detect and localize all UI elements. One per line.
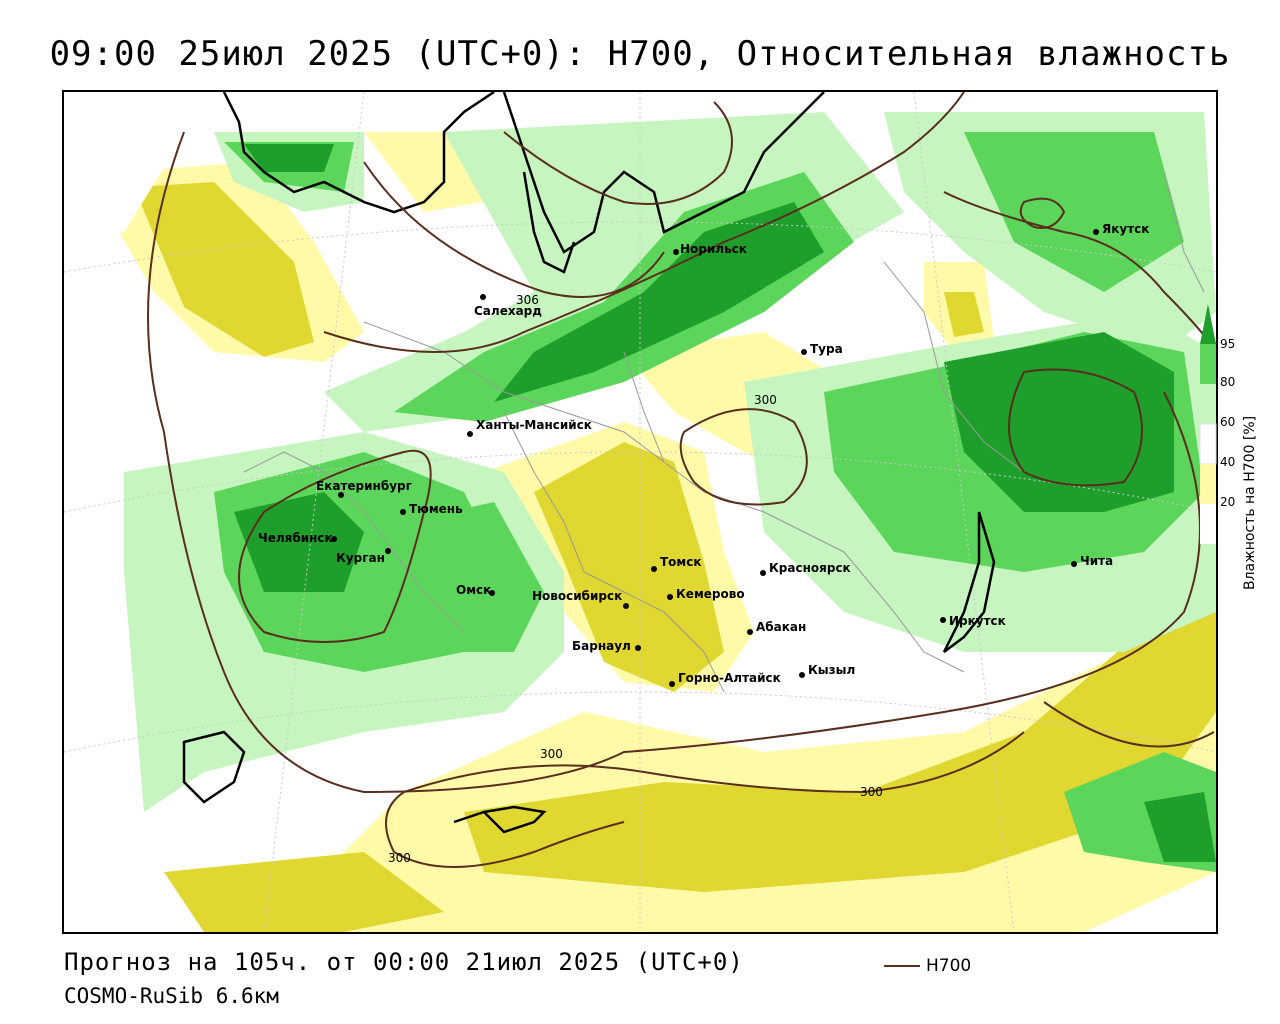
city-barnaul: Барнаул — [572, 639, 641, 653]
svg-text:Екатеринбург: Екатеринбург — [316, 479, 412, 493]
city-markers: Якутск Норильск Салехард Тура Ханты-Манс… — [258, 222, 1149, 687]
colorbar-title: Влажность на H700 [%] — [1242, 415, 1258, 590]
city-krasnoyarsk: Красноярск — [760, 561, 851, 576]
contour-label: 306 — [516, 293, 539, 307]
map-canvas: 300 300 300 300 306 Якутск Норильск Сале… — [64, 92, 1216, 932]
city-tyumen: Тюмень — [400, 502, 463, 516]
contour-label: 300 — [860, 785, 883, 799]
city-salekhard: Салехард — [474, 294, 542, 318]
svg-text:Кызыл: Кызыл — [808, 663, 855, 677]
region-borders — [243, 171, 1205, 693]
city-tura: Тура — [801, 342, 843, 356]
city-kyzyl: Кызыл — [799, 663, 855, 678]
contour-labels: 300 300 300 300 306 — [388, 293, 883, 865]
colorbar-band-0 — [1200, 504, 1216, 544]
contour-label: 300 — [388, 851, 411, 865]
forecast-info: Прогноз на 105ч. от 00:00 21июл 2025 (UT… — [64, 948, 744, 976]
svg-text:Челябинск: Челябинск — [258, 531, 333, 545]
colorbar-tick: 95 — [1220, 337, 1235, 351]
svg-text:Абакан: Абакан — [756, 620, 806, 634]
city-kemerovo: Кемерово — [667, 587, 745, 601]
svg-text:Омск: Омск — [456, 583, 491, 597]
svg-text:Барнаул: Барнаул — [572, 639, 631, 653]
city-novosibirsk: Новосибирск — [532, 589, 629, 609]
model-name: COSMO-RuSib 6.6км — [64, 984, 279, 1008]
colorbar-tick: 40 — [1220, 455, 1235, 469]
city-omsk: Омск — [456, 583, 495, 597]
contour-label: 300 — [754, 393, 777, 407]
line-legend-label: H700 — [926, 956, 972, 976]
colorbar-tick: 60 — [1220, 415, 1235, 429]
svg-text:Иркутск: Иркутск — [949, 614, 1006, 628]
colorbar-band-20 — [1200, 464, 1216, 504]
svg-text:Ханты-Мансийск: Ханты-Мансийск — [476, 418, 592, 432]
city-abakan: Абакан — [747, 620, 806, 635]
h700-contours — [147, 92, 1216, 868]
map-title: 09:00 25июл 2025 (UTC+0): H700, Относите… — [49, 34, 1231, 74]
city-khanty-mansiysk: Ханты-Мансийск — [467, 418, 592, 437]
colorbar-band-40 — [1199, 423, 1217, 465]
svg-text:Курган: Курган — [336, 551, 385, 565]
colorbar-band-60 — [1200, 384, 1216, 424]
svg-text:Якутск: Якутск — [1102, 222, 1149, 236]
colorbar-tick: 20 — [1220, 495, 1235, 509]
svg-text:Салехард: Салехард — [474, 304, 542, 318]
city-yekaterinburg: Екатеринбург — [316, 479, 412, 498]
svg-text:Чита: Чита — [1080, 554, 1113, 568]
line-legend-swatch — [884, 965, 920, 967]
colorbar-tick: 80 — [1220, 375, 1235, 389]
svg-text:Новосибирск: Новосибирск — [532, 589, 622, 603]
svg-text:Томск: Томск — [660, 555, 702, 569]
city-yakutsk: Якутск — [1093, 222, 1149, 236]
city-chita: Чита — [1071, 554, 1113, 568]
colorbar-band-80 — [1200, 344, 1216, 384]
city-gorno-altaysk: Горно-Алтайск — [669, 671, 781, 687]
svg-text:Норильск: Норильск — [680, 242, 747, 256]
city-tomsk: Томск — [651, 555, 702, 572]
humidity-field-wet — [124, 112, 1216, 872]
line-legend: H700 — [884, 956, 971, 976]
svg-text:Красноярск: Красноярск — [769, 561, 851, 575]
city-kurgan: Курган — [336, 548, 391, 565]
svg-text:Горно-Алтайск: Горно-Алтайск — [678, 671, 781, 685]
svg-text:Тюмень: Тюмень — [409, 502, 463, 516]
svg-text:Кемерово: Кемерово — [676, 587, 745, 601]
map-area[interactable]: 300 300 300 300 306 Якутск Норильск Сале… — [62, 90, 1218, 934]
svg-text:Тура: Тура — [810, 342, 843, 356]
graticule — [64, 92, 1216, 932]
city-norilsk: Норильск — [673, 242, 747, 256]
colorbar-triangle — [1200, 304, 1216, 344]
coastline — [182, 92, 996, 834]
colorbar: 20 40 60 80 95 — [1196, 300, 1280, 600]
city-chelyabinsk: Челябинск — [258, 531, 337, 545]
contour-label: 300 — [540, 747, 563, 761]
city-irkutsk: Иркутск — [940, 614, 1006, 628]
